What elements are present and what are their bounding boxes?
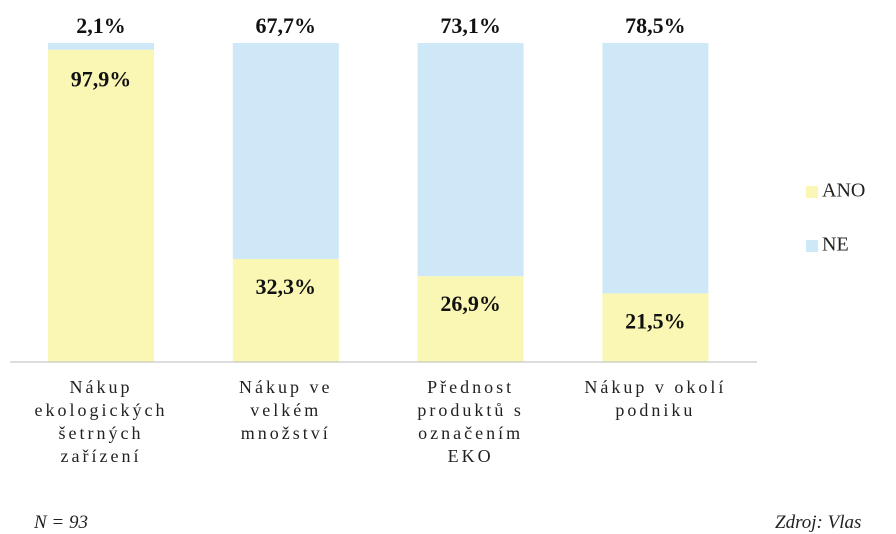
value-label: 26,9% <box>440 291 501 316</box>
bar-segment <box>48 43 154 50</box>
legend-swatch <box>806 186 818 198</box>
value-label: 67,7% <box>256 13 317 38</box>
source-note: Zdroj: Vlas <box>775 512 862 533</box>
bar-segment <box>417 43 524 277</box>
x-tick-label: Nákup ekologických šetrných zařízení <box>34 377 168 466</box>
value-label: 2,1% <box>76 13 126 38</box>
bar-segment <box>602 43 709 294</box>
legend-swatch <box>806 240 818 252</box>
legend-label: NE <box>822 234 849 256</box>
bar-segment <box>602 293 709 362</box>
value-label: 73,1% <box>440 13 501 38</box>
bar-segment <box>417 276 524 362</box>
bar-segment <box>232 258 339 362</box>
x-tick-label: Nákup v okolí podniku <box>584 377 727 420</box>
sample-note: N = 93 <box>34 512 88 533</box>
value-label: 32,3% <box>256 274 317 299</box>
x-tick-label: Nákup ve velkém množství <box>239 377 333 443</box>
value-label: 97,9% <box>71 67 132 92</box>
bar-segment <box>48 49 154 362</box>
value-label: 21,5% <box>625 308 686 333</box>
x-tick-label: Přednost produktů s označením EKO <box>417 377 524 466</box>
bar-segment <box>232 43 339 259</box>
value-label: 78,5% <box>625 13 686 38</box>
legend-label: ANO <box>822 180 865 202</box>
